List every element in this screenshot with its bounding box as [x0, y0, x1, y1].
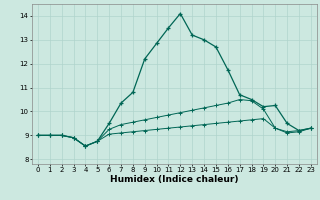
- X-axis label: Humidex (Indice chaleur): Humidex (Indice chaleur): [110, 175, 239, 184]
